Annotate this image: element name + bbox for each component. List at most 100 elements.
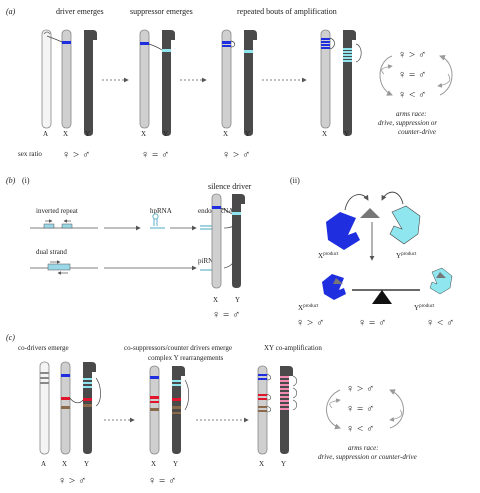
chrom-label-a: A: [41, 460, 46, 468]
chrom-label-y: Y: [84, 460, 89, 468]
y-product-label: Yproduct: [396, 252, 417, 260]
cycle-ratio-female-biased: ♀ > ♂: [398, 49, 426, 61]
c-cycle-ratio-male-biased: ♀ < ♂: [346, 423, 374, 435]
ligand-triangle: [360, 208, 380, 218]
ratio-stage-1: ♀ > ♂: [62, 149, 90, 161]
panel-b-sub-ii: (ii): [290, 176, 300, 185]
x-product-label: Xproduct: [318, 252, 339, 260]
panel-a: (a) driver emerges suppressor emerges re…: [6, 7, 453, 161]
driver-band-copy: [222, 45, 231, 47]
c-arms-race-sub: drive, suppression or counter-drive: [318, 453, 417, 461]
x-chromosome: [320, 29, 331, 129]
c-ratio-stage-2: ♀ = ♂: [148, 475, 176, 487]
product-interaction: Xproduct Yproduct: [318, 191, 421, 261]
balance-ratio-right: ♀ < ♂: [426, 317, 454, 329]
autosome-a: [39, 361, 50, 455]
chrom-label-x: X: [151, 460, 156, 468]
ratio-stage-2: ♀ = ♂: [141, 149, 169, 161]
ratio-stage-3: ♀ > ♂: [222, 149, 250, 161]
dual-strand-locus: [30, 260, 98, 275]
chrom-label-x: X: [63, 130, 68, 138]
suppressor-band: [162, 49, 171, 52]
chrom-label-x: X: [223, 130, 228, 138]
c-cycle-ratio-equal: ♀ = ♂: [346, 403, 374, 415]
panel-c-label: (c): [6, 333, 15, 342]
chrom-label-x: X: [62, 460, 67, 468]
y-chromosome: [343, 30, 356, 136]
panel-b-sub-i: (i): [22, 176, 30, 185]
x-chromosome: [211, 193, 222, 289]
y-chromosome: [244, 30, 257, 136]
stage-label-xy-coamplification: XY co-amplification: [264, 344, 322, 352]
c-ratio-stage-1: ♀ > ♂: [58, 475, 86, 487]
x-chromosome: [221, 29, 232, 129]
arms-race-sub: drive, suppression or: [378, 119, 437, 127]
y-chromosome: [84, 30, 97, 136]
y-chromosome: [162, 30, 175, 136]
chrom-label-x: X: [213, 296, 218, 304]
chrom-label-x: X: [141, 130, 146, 138]
stage-label-complex-y: complex Y rearrangements: [148, 354, 224, 362]
driver-band: [62, 41, 71, 44]
silence-driver-label: silence driver: [208, 182, 252, 191]
c-stage-2-chromosomes: X Y: [149, 365, 190, 468]
panel-b-label: (b): [6, 176, 16, 185]
arms-race-sub2: counter-drive: [398, 128, 436, 136]
x-chromosome: [139, 29, 150, 129]
pirna-label: piRNA: [198, 257, 218, 265]
ratio-silenced: ♀ = ♂: [212, 309, 240, 321]
driver-band: [140, 42, 149, 45]
balance-scale: Xproduct Yproduct ♀ > ♂ ♀ = ♂ ♀ < ♂: [296, 267, 454, 329]
y-chromosome: [232, 194, 245, 288]
chrom-label-y: Y: [344, 130, 349, 138]
arms-race-cycle-c: ♀ > ♂ ♀ = ♂ ♀ < ♂ arms race: drive, supp…: [318, 383, 417, 461]
stage-3-chromosomes: X Y: [221, 29, 257, 138]
silenced-chromosomes: X Y: [211, 193, 245, 304]
panel-a-label: (a): [6, 7, 16, 16]
driver-band: [222, 41, 231, 44]
stage-label-suppressor-emerges: suppressor emerges: [130, 7, 193, 16]
cycle-ratio-male-biased: ♀ < ♂: [398, 89, 426, 101]
chrom-label-y: Y: [163, 130, 168, 138]
x-product-shape: [326, 212, 360, 250]
chrom-label-y: Y: [85, 130, 90, 138]
x-chromosome: [61, 29, 72, 129]
suppressor-band: [232, 212, 241, 215]
chrom-label-a: A: [43, 130, 48, 138]
suppressor-band: [244, 50, 253, 53]
chrom-label-y: Y: [281, 460, 286, 468]
inverted-repeat-locus: [30, 219, 98, 229]
balance-ratio-left: ♀ > ♂: [296, 317, 324, 329]
y-chromosome: [172, 366, 185, 454]
panel-c: (c) co-drivers emerge co-suppressors/cou…: [6, 333, 417, 487]
stage-label-amplification: repeated bouts of amplification: [237, 7, 337, 16]
c-stage-1-chromosomes: A X Y: [39, 361, 101, 468]
chrom-label-x: X: [259, 460, 264, 468]
driver-band: [212, 206, 221, 209]
chrom-label-y: Y: [235, 296, 240, 304]
dual-strand-label: dual strand: [36, 248, 67, 256]
balance-ratio-middle: ♀ = ♂: [358, 317, 386, 329]
panel-b: (b) (i) inverted repeat hpRNA endo-siRNA…: [6, 176, 454, 329]
stage-2-chromosomes: X Y: [139, 29, 175, 138]
c-arms-race-title: arms race:: [348, 444, 379, 452]
sex-ratio-label: sex ratio: [18, 150, 42, 158]
autosome-a: [41, 29, 52, 129]
c-cycle-ratio-female-biased: ♀ > ♂: [346, 383, 374, 395]
stage-1-chromosomes: A X Y: [41, 29, 97, 138]
arms-race-cycle-a: ♀ > ♂ ♀ = ♂ ♀ < ♂ arms race: drive, supp…: [378, 49, 453, 136]
inverted-repeat-label: inverted repeat: [36, 207, 78, 215]
stage-4-chromosomes: X Y: [320, 29, 362, 138]
x-product-label-bottom: Xproduct: [298, 304, 319, 312]
chrom-label-y: Y: [245, 130, 250, 138]
c-stage-3-chromosomes: X Y: [257, 365, 298, 468]
chrom-label-x: X: [322, 130, 327, 138]
stage-label-driver-emerges: driver emerges: [56, 7, 104, 16]
cycle-ratio-equal: ♀ = ♂: [398, 69, 426, 81]
chrom-label-y: Y: [173, 460, 178, 468]
hprna-hairpin: [150, 213, 165, 229]
arms-race-title: arms race:: [396, 110, 427, 118]
y-product-shape: [389, 205, 421, 245]
hprna-label: hpRNA: [150, 207, 172, 215]
